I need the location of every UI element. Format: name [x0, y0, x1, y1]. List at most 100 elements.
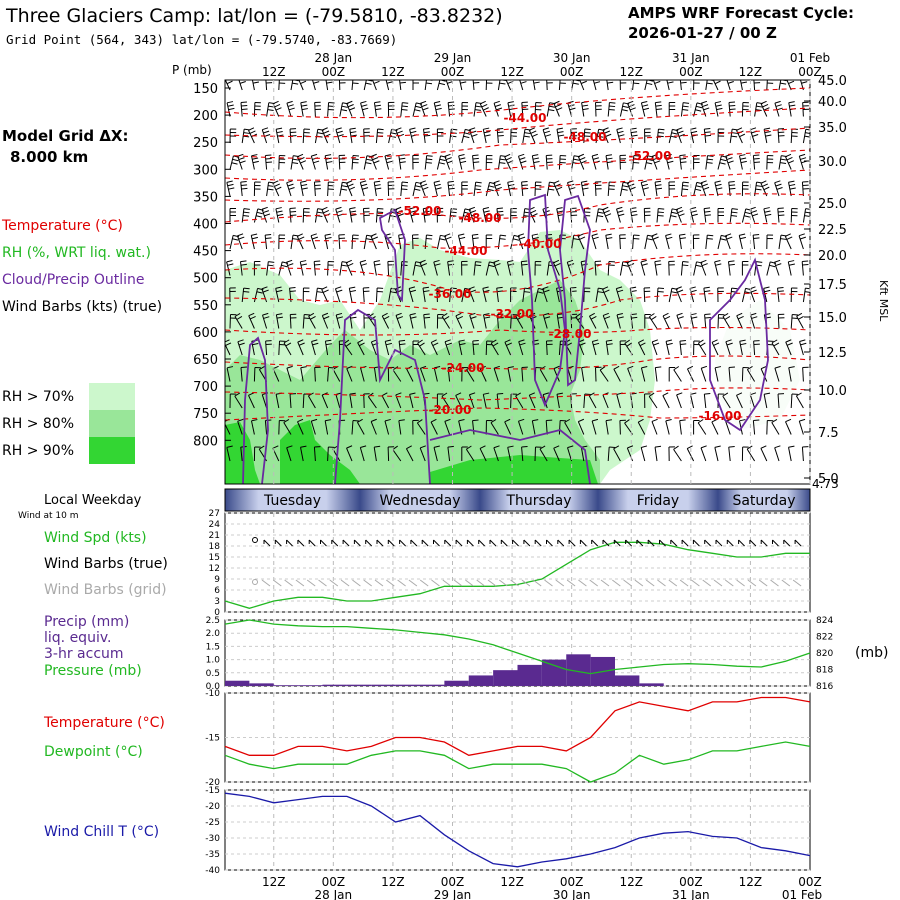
weekday-frame: [224, 488, 811, 512]
wind-barb-flag: [469, 392, 476, 396]
wind-barb: [760, 445, 768, 462]
wind-barb-flag: [557, 210, 564, 213]
wind-barb-flag: [695, 264, 702, 267]
wind-barb-flag: [665, 339, 673, 342]
wind-barb-flag: [763, 286, 770, 289]
wind-barb: [654, 101, 663, 117]
wind-barb-flag: [482, 286, 489, 289]
wind-barb-staff: [302, 393, 305, 409]
wind-barb-flag: [373, 80, 380, 84]
wind-barb-staff: [370, 421, 377, 435]
wind-barb-flag: [751, 210, 758, 214]
wind-barb-staff: [545, 340, 548, 356]
wind-barb-flag: [746, 445, 753, 450]
wind-barb: [422, 207, 431, 223]
wind-barb-flag: [788, 180, 795, 183]
wind-barb-flag: [399, 161, 406, 164]
wind-barb-flag: [423, 290, 430, 293]
wind-barb-staff: [545, 420, 548, 435]
wind-barb-flag: [530, 130, 537, 134]
wind-barb-flag: [346, 100, 353, 104]
wind-barb-flag: [702, 104, 709, 108]
wind-barb-flag: [652, 236, 659, 240]
wind-barb-flag: [226, 366, 234, 369]
wind-barb-flag: [490, 339, 497, 344]
top-hour-tick-label: 00Z: [441, 65, 465, 79]
wind-barb: [583, 393, 591, 409]
wind-barb-flag: [729, 108, 736, 111]
wind-barb: [605, 154, 614, 170]
wind-barb-staff: [485, 261, 490, 276]
wind-barb-flag: [556, 207, 563, 210]
wind-barb: [283, 339, 292, 356]
wind-barb-staff: [343, 343, 353, 356]
wind-barb: [283, 418, 292, 435]
wind-barb-flag: [336, 210, 343, 213]
surface-wind-barb: [308, 539, 316, 547]
wind-barb-flag: [289, 207, 296, 210]
wind-barb-staff: [528, 395, 536, 409]
wind-barb: [613, 445, 621, 462]
wind-barb: [665, 339, 673, 356]
wind-barb-flag: [264, 213, 271, 217]
wind-barb-staff: [777, 314, 780, 329]
wind-barb-flag: [251, 154, 258, 157]
wind-barb-flag: [711, 418, 718, 423]
wind-barb-staff: [750, 314, 756, 329]
wind-barb: [795, 392, 804, 409]
wind-barb: [312, 80, 320, 91]
wind-barb-flag: [648, 76, 654, 77]
temperature-contour-label: -48.00: [459, 211, 502, 225]
wind-barb: [297, 153, 307, 170]
wind-barb-flag: [703, 186, 710, 190]
wind-barb-staff: [493, 262, 499, 276]
wind-barb-flag: [622, 185, 629, 188]
wind-barb: [302, 128, 310, 144]
wind-panel-frame: [224, 512, 811, 613]
wind-barb-flag: [475, 261, 482, 263]
wind-barb-flag: [231, 162, 238, 165]
wind-barb: [412, 102, 423, 117]
wind-barb-staff: [497, 155, 501, 170]
wind-barb-staff: [266, 182, 270, 197]
wind-barb-flag: [493, 365, 500, 369]
wind-barb-flag: [599, 366, 606, 371]
wind-barb: [711, 339, 720, 356]
kft-msl-label: Kft MSL: [877, 280, 890, 322]
bottom-hour-tick-label: 12Z: [739, 875, 763, 889]
wind-barb-flag: [237, 339, 244, 343]
wind-barb-flag: [466, 445, 472, 450]
wind-barb-flag: [776, 187, 783, 190]
wind-barb-flag: [658, 128, 665, 131]
wind-barb-flag: [760, 365, 767, 370]
wind-barb-flag: [473, 343, 480, 346]
wind-barb-flag: [421, 263, 428, 267]
wind-barb: [455, 392, 463, 409]
surface-wind-barb: [591, 539, 599, 547]
top-date-label: 30 Jan: [553, 51, 591, 65]
wind-barb: [387, 446, 395, 462]
wind-barb-flag: [239, 81, 246, 84]
wind-barb-flag: [310, 233, 317, 237]
wind-barb-staff: [444, 421, 451, 435]
wind-barb-flag: [774, 365, 781, 369]
wind-barb: [272, 180, 282, 197]
surface-wind-barb: [478, 539, 486, 547]
wind-y-tick: 0: [214, 608, 220, 618]
wind-barb-flag: [788, 101, 795, 104]
wind-barb-flag: [556, 127, 563, 130]
wind-barb: [729, 208, 738, 223]
wind-barb-staff: [580, 261, 585, 276]
wind-barb-flag: [617, 289, 624, 293]
grid-wind-barb: [691, 579, 700, 587]
wind-barb-flag: [622, 264, 629, 267]
wind-barb-flag: [682, 109, 689, 111]
wind-barb-staff: [654, 182, 658, 197]
wind-barb: [616, 127, 625, 144]
wind-barb-flag: [390, 291, 397, 294]
wind-barb-flag: [336, 316, 344, 319]
wind-barb: [746, 445, 756, 462]
wind-barb-flag: [739, 339, 746, 342]
wind-barb-staff: [422, 129, 426, 144]
wind-barb-flag: [655, 101, 662, 104]
